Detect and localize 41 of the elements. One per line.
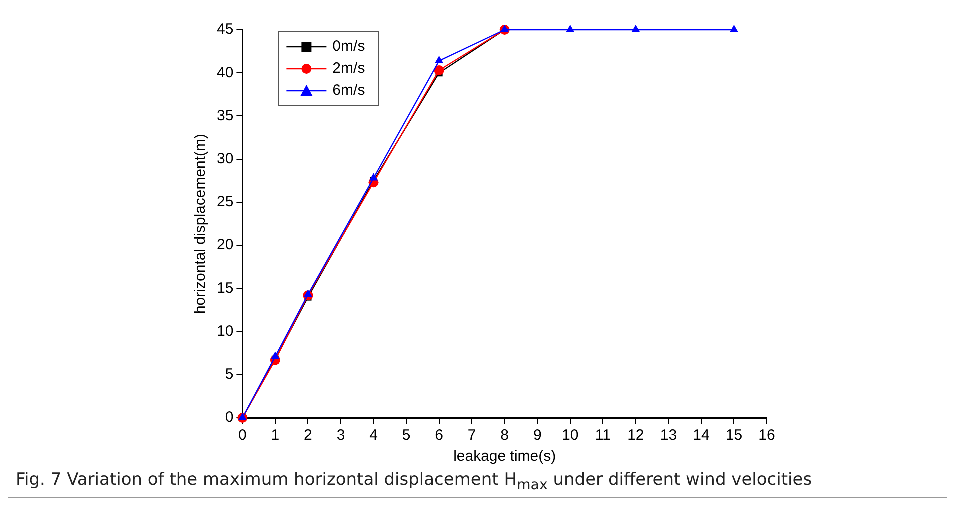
legend-label: 0m/s bbox=[332, 38, 366, 56]
x-tick-label: 1 bbox=[271, 427, 280, 444]
x-tick-label: 14 bbox=[693, 427, 710, 444]
point bbox=[632, 25, 640, 32]
x-tick-label: 13 bbox=[660, 427, 678, 444]
x-tick-label: 15 bbox=[726, 427, 743, 444]
x-tick-label: 3 bbox=[336, 427, 346, 444]
x-tick-label: 12 bbox=[628, 427, 644, 444]
y-tick-label: 15 bbox=[216, 280, 234, 297]
x-tick-label: 9 bbox=[533, 427, 542, 444]
x-axis-title: leakage time(s) bbox=[454, 448, 556, 466]
point bbox=[369, 173, 378, 181]
y-tick-label: 35 bbox=[216, 107, 234, 124]
x-tick-label: 10 bbox=[562, 427, 579, 444]
x-tick-label: 2 bbox=[304, 427, 312, 444]
y-tick-label: 20 bbox=[216, 236, 234, 254]
y-tick-label: 0 bbox=[225, 409, 234, 426]
y-tick-label: 5 bbox=[225, 366, 234, 384]
point bbox=[434, 56, 444, 64]
x-tick-label: 5 bbox=[402, 427, 411, 444]
x-tick-label: 4 bbox=[370, 427, 378, 444]
legend-label: 2m/s bbox=[332, 60, 366, 78]
x-tick-label: 16 bbox=[758, 427, 776, 444]
x-tick-label: 6 bbox=[435, 427, 444, 444]
point bbox=[566, 25, 575, 32]
caption: Fig. 7 Variation of the maximum horizontal displacement H$_{max}$ under different wind velocities bbox=[8, 466, 947, 498]
x-tick-label: 8 bbox=[500, 427, 510, 444]
y-tick-label: 45 bbox=[216, 21, 234, 38]
y-tick-label: 10 bbox=[216, 322, 234, 340]
point bbox=[271, 352, 280, 360]
y-tick-label: 40 bbox=[216, 64, 234, 82]
point bbox=[730, 25, 739, 32]
y-tick-label: 25 bbox=[216, 194, 234, 211]
point bbox=[434, 66, 444, 76]
point bbox=[304, 290, 313, 298]
y-axis-title: horizontal displacement(m) bbox=[192, 134, 210, 314]
x-tick-label: 11 bbox=[595, 427, 611, 444]
y-tick-label: 30 bbox=[216, 150, 234, 168]
x-tick-label: 0 bbox=[238, 427, 247, 444]
legend-label: 6m/s bbox=[332, 82, 366, 100]
x-tick-label: 7 bbox=[468, 427, 476, 444]
